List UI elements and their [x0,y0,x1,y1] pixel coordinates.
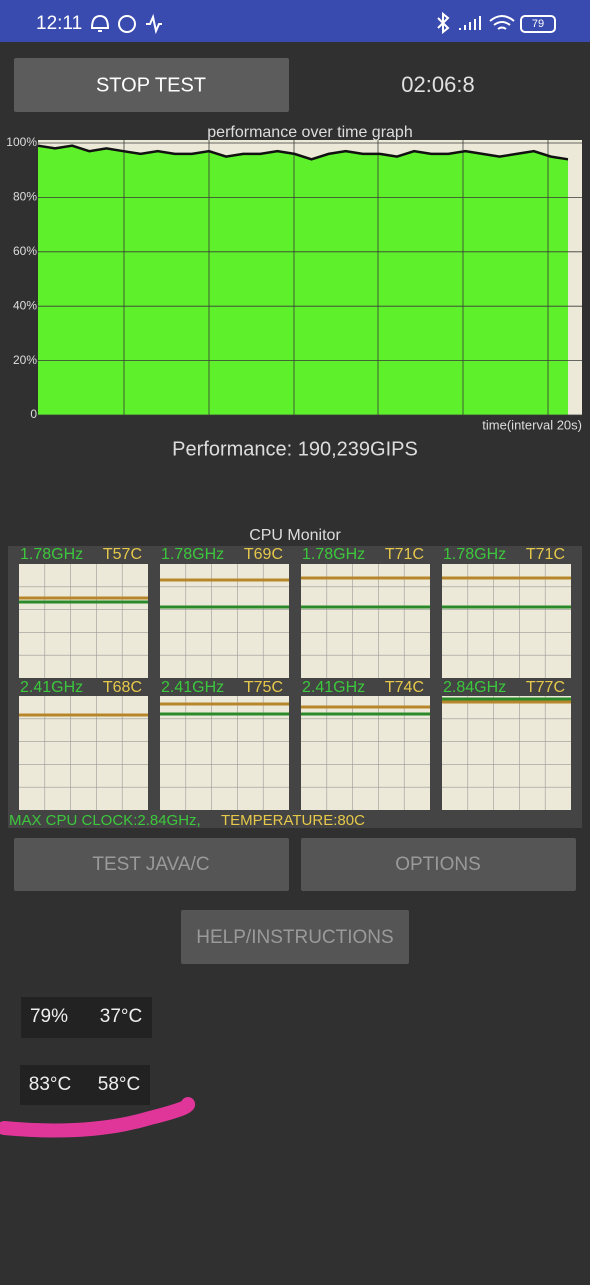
core-temperature: T71C [526,546,565,563]
wifi-icon [489,15,515,30]
core-frequency: 1.78GHz [20,546,83,563]
y-tick-label: 40% [13,298,37,312]
performance-area [38,145,568,415]
stop-test-label: STOP TEST [96,74,206,96]
help-label: HELP/INSTRUCTIONS [196,927,393,948]
y-tick-label: 20% [13,353,37,367]
signal-icon [459,16,481,30]
test-java-c-button[interactable] [14,838,289,891]
core-temperature: T57C [103,546,142,563]
core-temperature: T68C [103,679,142,696]
y-tick-label: 60% [13,244,37,258]
readout-value: 58°C [98,1074,140,1095]
core-frequency: 2.41GHz [161,679,224,696]
core-frequency: 2.84GHz [443,679,506,696]
stop-test-button[interactable] [14,58,289,112]
core-temperature: T75C [244,679,283,696]
pulse-icon [146,13,162,35]
core-temperature: T77C [526,679,565,696]
y-tick-label: 100% [6,135,37,149]
battery-level: 79 [532,18,544,30]
status-bar [0,0,590,42]
performance-line [37,144,569,161]
readout-box [20,1065,150,1105]
core-graph [19,696,148,810]
readout-value: 79% [30,1006,68,1027]
graph: 100% 80% 60% 40% 20% 0 [6,135,582,421]
max-cpu-clock: MAX CPU CLOCK:2.84GHz, [9,812,201,829]
core-graph [301,564,430,678]
options-button[interactable] [301,838,576,891]
alarm-icon [118,15,136,33]
graph-title: performance over time graph [207,124,412,141]
options-label: OPTIONS [395,854,481,875]
core-graph [160,564,289,678]
bell-icon [90,14,110,32]
readout-value: 37°C [100,1006,142,1027]
status-icons [90,11,556,35]
performance-result: Performance: 190,239GIPS [172,438,418,460]
test-java-c-label: TEST JAVA/C [92,854,209,875]
y-tick-label: 80% [13,190,37,204]
cpu-cores: 1.78GHz T57C 1.78GHz T69C 1.78GHz T71C 1.78GHz… [19,546,571,810]
core-frequency: 2.41GHz [302,679,365,696]
core-temperature: T71C [385,546,424,563]
readout-value: 83°C [29,1074,71,1095]
clock: 12:11 [36,13,82,34]
cpu-monitor-title: CPU Monitor [249,527,341,544]
x-axis-label: time(interval 20s) [482,417,582,432]
core-frequency: 1.78GHz [302,546,365,563]
core-graph [442,564,571,678]
bluetooth-icon [437,11,450,35]
timer: 02:06:8 [401,72,474,97]
core-graph [19,564,148,678]
battery-icon [520,15,556,33]
readout-box [21,997,152,1038]
core-graph [442,696,571,810]
core-temperature: T69C [244,546,283,563]
core-frequency: 1.78GHz [161,546,224,563]
help-button[interactable] [181,910,409,964]
core-frequency: 1.78GHz [443,546,506,563]
pink-scribble [0,1097,195,1138]
core-frequency: 2.41GHz [20,679,83,696]
y-tick-label: 0 [30,407,37,421]
core-temperature: T74C [385,679,424,696]
max-temperature: TEMPERATURE:80C [221,812,365,829]
